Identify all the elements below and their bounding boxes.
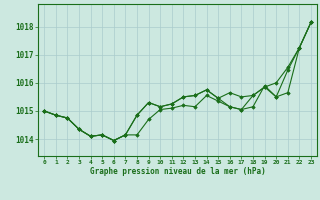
X-axis label: Graphe pression niveau de la mer (hPa): Graphe pression niveau de la mer (hPa) [90,167,266,176]
